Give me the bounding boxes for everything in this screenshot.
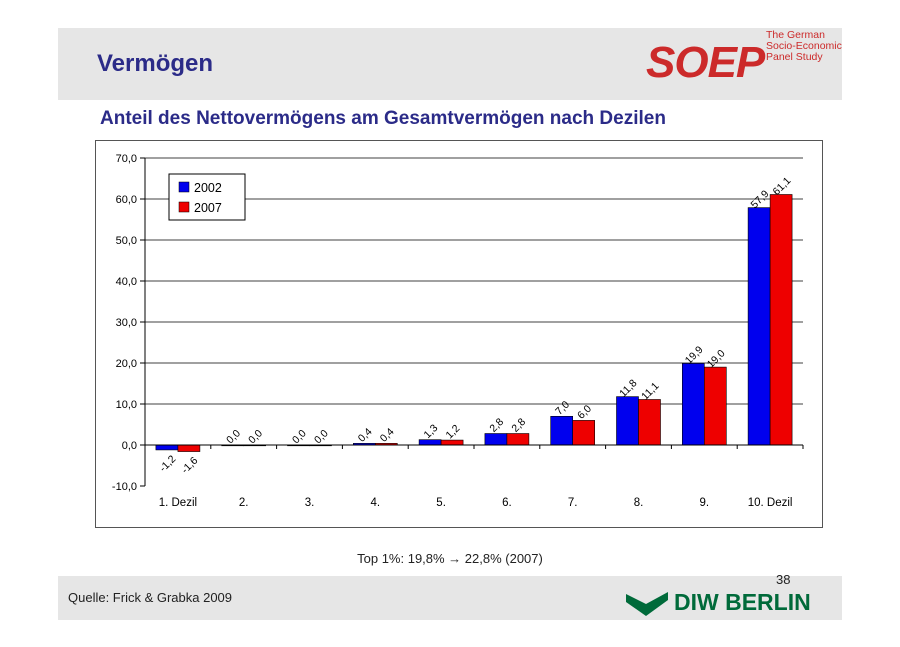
- y-tick-label: 30,0: [116, 317, 137, 329]
- soep-logo-tagline: The German Socio-Economic Panel Study: [766, 29, 842, 63]
- footer-band: [58, 576, 842, 620]
- data-label: 0,0: [312, 427, 331, 446]
- data-label: 0,4: [356, 426, 375, 445]
- bar-2007: [506, 433, 530, 446]
- data-label: -1,2: [157, 453, 178, 474]
- bar-2007: [177, 444, 201, 452]
- legend-label: 2002: [194, 181, 222, 195]
- legend-swatch-2007: [178, 201, 190, 213]
- x-tick-label: 1. Dezil: [159, 497, 197, 509]
- y-tick-label: -10,0: [112, 481, 137, 493]
- bar-2007: [638, 399, 661, 446]
- legend-swatch-2002: [178, 181, 190, 193]
- data-label: 6,0: [575, 403, 594, 422]
- chart-title: Anteil des Nettovermögens am Gesamtvermö…: [100, 108, 666, 129]
- bar-2007: [703, 366, 727, 446]
- legend-label: 2007: [194, 201, 222, 215]
- diw-check-icon: [626, 592, 668, 616]
- data-label: 7,0: [553, 399, 572, 418]
- data-label: 1,2: [444, 422, 463, 441]
- x-tick-label: 7.: [568, 497, 578, 509]
- y-tick-label: 70,0: [116, 153, 137, 165]
- x-tick-label: 2.: [239, 497, 249, 509]
- y-tick-label: 10,0: [116, 399, 137, 411]
- bar-2002: [681, 363, 705, 446]
- bar-chart: -10,0 0,0 10,0 20,0 30,0 40,0 50,0 60,0 70,0 -1,2…: [112, 153, 804, 509]
- diw-logo-text: DIW BERLIN: [674, 589, 811, 615]
- bar-2002: [616, 396, 639, 446]
- soep-logo: SOEP The German Socio-Economic Panel Stu…: [640, 30, 842, 92]
- data-label: 2,8: [487, 416, 506, 435]
- bar-2002: [484, 433, 508, 446]
- diw-logo: DIW BERLIN: [624, 589, 844, 619]
- y-tick-label: 40,0: [116, 276, 137, 288]
- legend-box: [168, 173, 246, 221]
- data-label: 0,0: [246, 427, 265, 446]
- x-tick-label: 3.: [305, 497, 315, 509]
- x-tick-label: 8.: [634, 497, 644, 509]
- data-label: 1,3: [422, 422, 441, 441]
- source-text: Quelle: Frick & Grabka 2009: [68, 590, 233, 605]
- y-tick-label: 60,0: [116, 194, 137, 206]
- x-tick-label: 10. Dezil: [748, 497, 793, 509]
- data-label: 0,0: [290, 427, 309, 446]
- header-band: [58, 28, 842, 100]
- x-tick-label: 4.: [371, 497, 381, 509]
- bar-2002: [747, 207, 771, 446]
- x-tick-label: 6.: [502, 497, 512, 509]
- slide-title: Vermögen: [97, 50, 214, 77]
- data-label: 2,8: [509, 416, 528, 435]
- y-tick-label: 0,0: [122, 440, 137, 452]
- footnote: Top 1%: 19,8% → 22,8% (2007): [357, 551, 543, 566]
- bar-2007: [769, 194, 793, 446]
- x-tick-label: 9.: [700, 497, 710, 509]
- bar-2007: [572, 420, 596, 446]
- data-label: 0,4: [378, 426, 397, 445]
- bar-2002: [155, 444, 179, 451]
- data-label: 0,0: [224, 427, 243, 446]
- page-number: 38: [776, 572, 791, 587]
- x-tick-label: 5.: [436, 497, 446, 509]
- y-tick-label: 50,0: [116, 235, 137, 247]
- bar-2002: [550, 415, 574, 446]
- soep-logo-text: SOEP: [646, 38, 765, 87]
- y-tick-label: 20,0: [116, 358, 137, 370]
- data-label: -1,6: [179, 455, 200, 476]
